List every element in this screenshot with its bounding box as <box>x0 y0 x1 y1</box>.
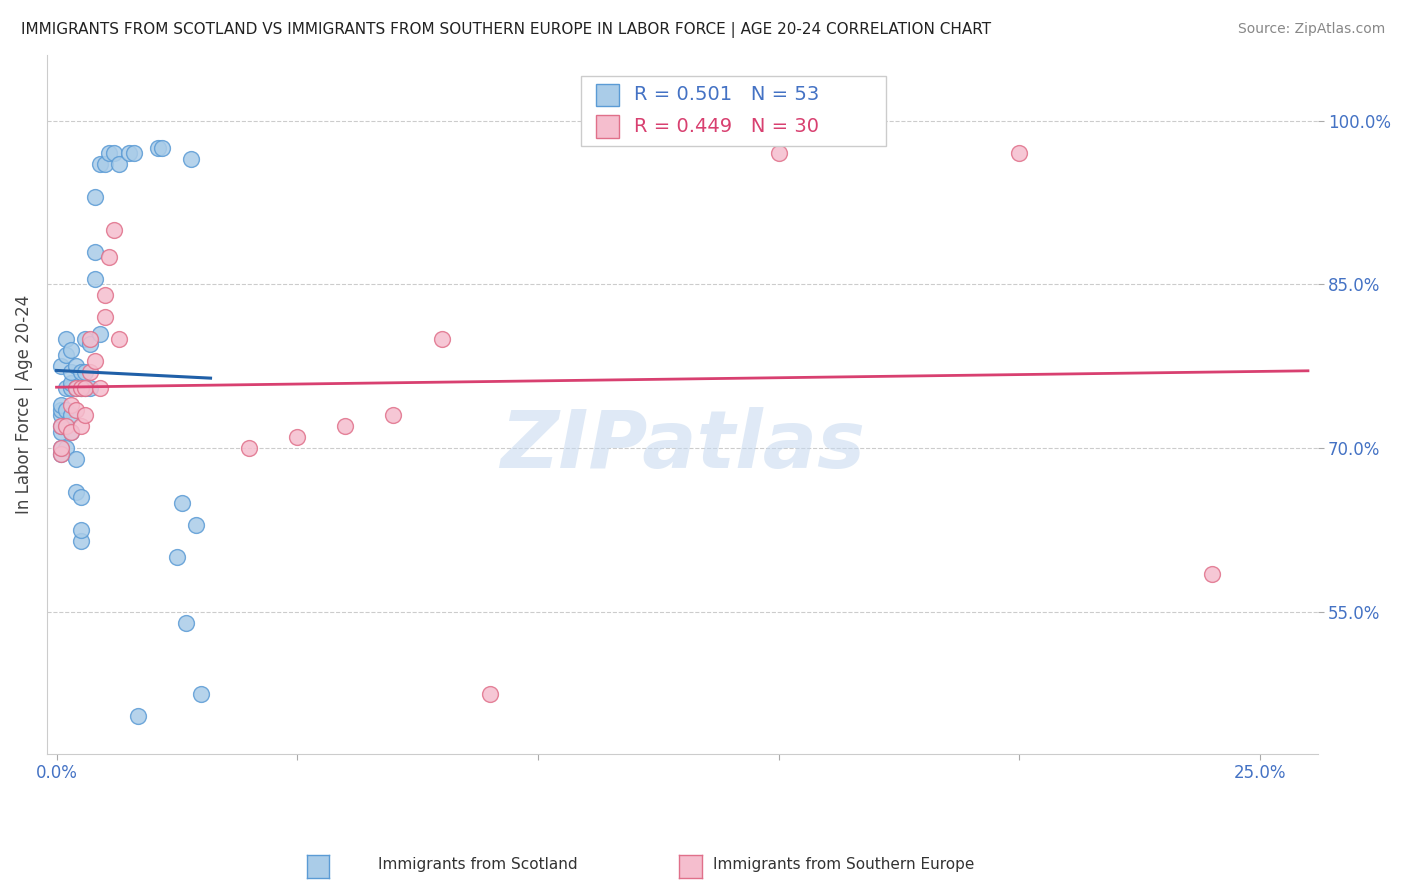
FancyBboxPatch shape <box>596 84 619 106</box>
Point <box>152 141 174 155</box>
Point <box>146 141 169 155</box>
Point <box>89 381 111 395</box>
Point <box>93 157 115 171</box>
Point <box>69 381 91 395</box>
Point <box>51 359 73 374</box>
Point <box>59 365 82 379</box>
Point <box>118 146 141 161</box>
FancyBboxPatch shape <box>581 76 886 146</box>
Text: R = 0.501   N = 53: R = 0.501 N = 53 <box>634 86 820 104</box>
Point <box>1008 146 1031 161</box>
Point <box>335 419 357 434</box>
Point <box>51 441 73 455</box>
Point <box>65 381 87 395</box>
Point <box>430 332 453 346</box>
Point <box>93 310 115 325</box>
Point <box>166 550 188 565</box>
Point <box>285 430 308 444</box>
Point <box>84 244 107 259</box>
Point <box>65 381 87 395</box>
Point <box>75 365 97 379</box>
Point <box>79 381 101 395</box>
Text: Immigrants from Southern Europe: Immigrants from Southern Europe <box>713 857 974 872</box>
Point <box>184 517 207 532</box>
Point <box>59 425 82 439</box>
Point <box>84 190 107 204</box>
Point <box>79 337 101 351</box>
Point <box>170 496 193 510</box>
Point <box>75 332 97 346</box>
Point <box>98 250 121 264</box>
Point <box>382 409 405 423</box>
Point <box>69 381 91 395</box>
Point <box>55 419 77 434</box>
Point <box>59 398 82 412</box>
Point <box>79 332 101 346</box>
Point <box>65 452 87 467</box>
Point <box>51 403 73 417</box>
Point <box>59 425 82 439</box>
Point <box>65 403 87 417</box>
Point <box>1201 566 1223 581</box>
Text: IMMIGRANTS FROM SCOTLAND VS IMMIGRANTS FROM SOUTHERN EUROPE IN LABOR FORCE | AGE: IMMIGRANTS FROM SCOTLAND VS IMMIGRANTS F… <box>21 22 991 38</box>
Point <box>59 376 82 390</box>
Point <box>768 146 790 161</box>
Point <box>238 441 260 455</box>
Point <box>69 523 91 537</box>
Point <box>478 687 501 701</box>
Text: ZIPatlas: ZIPatlas <box>499 408 865 485</box>
Point <box>103 146 125 161</box>
Point <box>51 441 73 455</box>
Point <box>69 365 91 379</box>
Text: Immigrants from Scotland: Immigrants from Scotland <box>378 857 578 872</box>
Point <box>127 708 149 723</box>
Point <box>84 354 107 368</box>
Point <box>65 484 87 499</box>
Point <box>180 152 202 166</box>
Point <box>51 419 73 434</box>
Point <box>51 425 73 439</box>
Point <box>55 403 77 417</box>
Point <box>176 615 198 630</box>
Point <box>79 365 101 379</box>
Point <box>51 419 73 434</box>
Point <box>55 441 77 455</box>
Point <box>55 332 77 346</box>
Point <box>190 687 212 701</box>
Text: Source: ZipAtlas.com: Source: ZipAtlas.com <box>1237 22 1385 37</box>
Point <box>55 381 77 395</box>
Point <box>59 381 82 395</box>
Point <box>51 447 73 461</box>
Y-axis label: In Labor Force | Age 20-24: In Labor Force | Age 20-24 <box>15 295 32 514</box>
Point <box>51 409 73 423</box>
Point <box>69 491 91 505</box>
Point <box>55 348 77 362</box>
Point <box>69 419 91 434</box>
Point <box>59 343 82 357</box>
Point <box>89 157 111 171</box>
Point <box>103 223 125 237</box>
Point <box>75 381 97 395</box>
Point <box>59 409 82 423</box>
Point <box>84 272 107 286</box>
Point <box>108 332 131 346</box>
Point <box>51 398 73 412</box>
Point <box>69 534 91 549</box>
Point <box>98 146 121 161</box>
Point <box>108 157 131 171</box>
Point <box>93 288 115 302</box>
Point <box>122 146 145 161</box>
Point <box>51 447 73 461</box>
Point <box>75 409 97 423</box>
Point <box>65 359 87 374</box>
FancyBboxPatch shape <box>596 115 619 137</box>
Point <box>89 326 111 341</box>
Point <box>75 381 97 395</box>
Text: R = 0.449   N = 30: R = 0.449 N = 30 <box>634 117 818 136</box>
